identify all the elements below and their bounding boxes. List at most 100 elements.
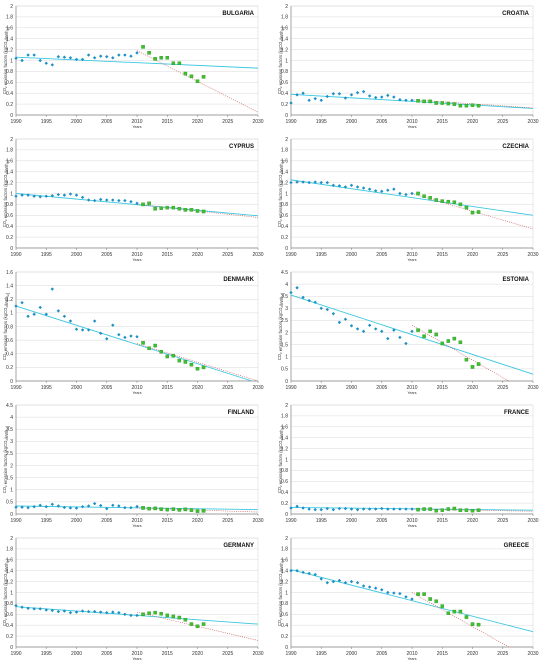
data-point-recent [464,615,469,619]
data-point-historic [301,91,305,95]
data-point-historic [111,503,115,507]
data-point-historic [313,96,317,101]
data-point-recent [422,334,426,338]
data-point-recent [159,349,163,354]
data-point-recent [153,610,157,615]
y-tick-label: 1.8 [281,148,288,154]
data-point-recent [177,615,182,620]
data-point-historic [20,505,24,509]
data-point-recent [428,507,432,511]
x-tick-label: 2010 [406,385,417,391]
data-point-recent [458,202,463,207]
data-point-recent [428,99,432,104]
chart-title: GERMANY [223,543,254,549]
chart-svg: 0 0.2 0.4 0.6 0.8 1 1.2 1.4 1.6 1.8 2 1990 1995 2000 2… [277,536,539,661]
data-point-historic [386,188,390,192]
data-point-recent [201,509,206,513]
y-tick-label: 1.8 [281,15,288,21]
data-point-historic [404,595,408,599]
y-tick-label: 0.6 [6,80,13,86]
y-axis-label-part: /kWh [279,30,284,40]
y-tick-label: 2 [285,403,288,409]
y-axis-label: CO2 emission factors (kgCO2/kWhel) [277,26,285,94]
data-point-historic [319,507,323,512]
chart-svg: 0 0.5 1 1.5 2 2.5 3 3.5 4 4.5 1990 1995 2000 2005 2010… [277,270,539,395]
data-point-recent [422,507,426,511]
y-tick-label: 1.6 [281,159,288,165]
data-point-historic [331,311,336,316]
y-tick-label: 3.5 [6,427,13,433]
y-axis-label-part: CO [2,619,7,626]
x-tick-label: 2010 [131,385,142,391]
x-tick-label: 2015 [162,518,173,524]
x-tick-label: 2005 [101,119,112,125]
y-axis-label-part: ) [5,558,10,560]
data-point-recent [153,207,157,211]
data-point-recent [434,101,438,105]
chart-svg: 0 0.2 0.4 0.6 0.8 1 1.2 1.4 1.6 1.8 2 1990 1995 2000 2… [277,137,539,262]
data-point-historic [398,98,402,102]
y-axis-label-part: emission factors (kgCO [3,440,8,485]
x-tick-label: 2020 [467,119,478,125]
data-point-historic [111,323,115,327]
y-axis-label-part: 2 [280,173,284,175]
y-axis-label-part: emission factors (kgCO [278,174,283,219]
x-tick-label: 2030 [252,518,263,524]
data-point-historic [307,180,311,185]
data-point-recent [153,506,157,511]
x-tick-label: 2025 [222,651,233,657]
y-tick-label: 4 [285,282,288,288]
data-point-historic [410,191,414,196]
x-tick-label: 2025 [222,119,233,125]
y-tick-label: 0 [285,113,288,119]
x-tick-label: 2025 [222,518,233,524]
y-axis-label-part: emission factors (kgCO [278,307,283,352]
data-point-recent [458,103,463,108]
y-tick-label: 0.6 [6,612,13,618]
data-point-historic [374,95,378,100]
data-point-recent [452,336,457,341]
data-point-historic [295,504,299,509]
data-point-historic [44,61,48,65]
y-tick-label: 0.2 [281,501,288,507]
y-tick-label: 1 [285,58,288,64]
y-tick-label: 1 [285,457,288,463]
y-axis-label-part: 2 [5,173,9,175]
data-point-recent [446,339,451,343]
data-point-historic [38,195,42,199]
data-point-recent [470,103,475,107]
data-point-historic [349,93,354,97]
data-point-historic [74,193,79,197]
chart-svg: 0 0.5 1 1.5 2 2.5 3 3.5 4 4.5 1990 1995 2000 2005 2010… [2,403,264,528]
y-tick-label: 1.2 [281,180,288,186]
y-axis-label: CO2 emission factors (kgCO2/kWhel) [2,425,10,493]
x-axis-label: Years [132,391,141,395]
y-tick-label: 0.2 [6,235,13,241]
data-point-historic [410,507,414,511]
data-point-recent [195,209,200,213]
y-tick-label: 0 [10,113,13,119]
data-point-historic [331,579,336,584]
y-tick-label: 1.4 [6,283,13,289]
y-axis-label-part: 2 [279,618,283,620]
data-point-historic [50,502,54,507]
data-point-recent [177,61,182,65]
y-axis-label-part: 2 [4,86,8,88]
y-tick-label: 3.5 [281,294,288,300]
data-point-historic [123,198,127,203]
y-axis-label-part: el [6,28,10,31]
data-point-historic [386,590,390,595]
data-point-recent [440,101,444,105]
data-point-recent [159,507,163,511]
data-point-historic [50,193,54,198]
data-point-recent [147,506,151,511]
data-point-historic [374,189,378,193]
data-point-historic [295,93,299,97]
data-point-historic [32,53,36,57]
x-tick-label: 2000 [71,252,82,258]
y-tick-label: 0.6 [6,338,13,344]
y-tick-label: 1.8 [281,414,288,420]
data-point-recent [470,508,475,513]
data-point-historic [343,96,348,100]
data-point-historic [123,53,127,57]
